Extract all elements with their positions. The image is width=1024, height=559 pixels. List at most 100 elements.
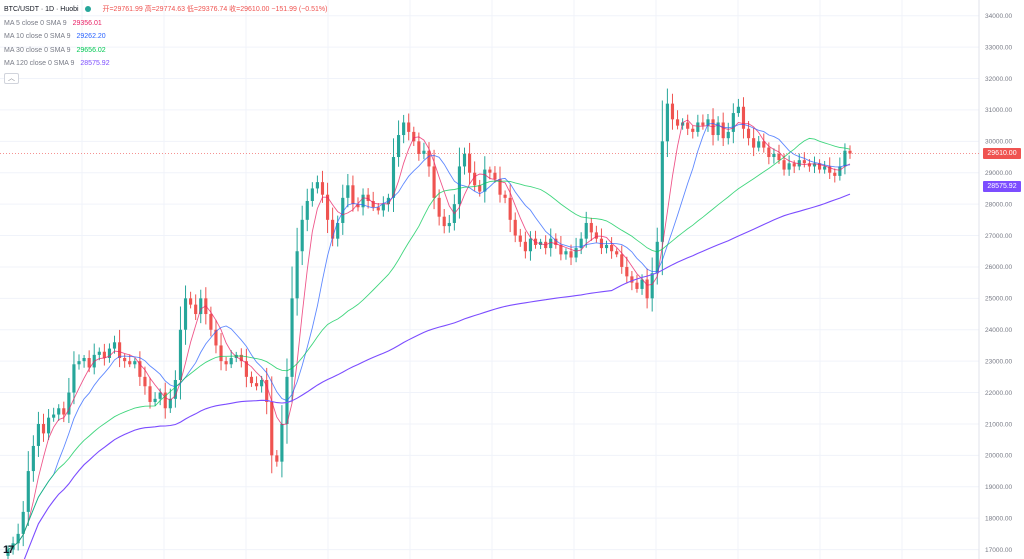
candle-body: [21, 511, 25, 534]
candle-body: [194, 304, 198, 315]
indicator-ma10[interactable]: MA 10 close 0 SMA 9 29262.20: [4, 30, 327, 44]
candle-body: [123, 358, 127, 362]
candle: [706, 113, 710, 132]
candle: [731, 103, 735, 144]
candle-body: [57, 408, 61, 415]
candle-body: [518, 235, 522, 242]
candle: [92, 343, 96, 375]
candle-body: [746, 128, 751, 139]
tradingview-logo[interactable]: 17: [3, 544, 14, 556]
candle: [604, 240, 609, 254]
candle-body: [559, 244, 563, 255]
candle: [564, 248, 568, 260]
indicator-value: 29656.02: [76, 46, 106, 54]
candle-body: [726, 131, 730, 139]
candle: [407, 113, 411, 141]
candle: [47, 409, 51, 440]
candle-body: [148, 386, 152, 402]
indicator-ma120[interactable]: MA 120 close 0 SMA 9 28575.92: [4, 57, 327, 71]
candle: [513, 212, 517, 243]
candle-body: [498, 179, 502, 195]
candle-body: [417, 141, 421, 154]
candle: [528, 231, 533, 261]
candle: [6, 545, 10, 559]
candle: [772, 148, 776, 164]
collapse-legend-button[interactable]: ︿: [4, 72, 19, 84]
indicator-value: 28575.92: [80, 60, 110, 67]
price-axis[interactable]: 17000.00 18000.00 19000.00 20000.00 21000.00…: [985, 13, 1012, 554]
candle: [412, 126, 416, 147]
candle: [153, 392, 157, 407]
candle-body: [650, 273, 654, 299]
candle: [468, 142, 472, 185]
candle-body: [675, 119, 680, 126]
candle: [589, 217, 593, 241]
candle-body: [503, 194, 507, 198]
candle-body: [143, 376, 147, 387]
candle-body: [168, 398, 172, 409]
candle: [391, 138, 396, 212]
candle-body: [356, 204, 360, 208]
y-tick-label: 25000.00: [985, 296, 1012, 303]
candle-body: [483, 169, 487, 192]
candle: [752, 127, 756, 157]
candle: [52, 407, 56, 422]
candle-body: [762, 141, 766, 148]
candle: [402, 114, 406, 144]
candle: [163, 382, 167, 419]
candle: [757, 135, 761, 152]
candles-layer: [6, 88, 852, 559]
candle-body: [823, 166, 827, 170]
candle-body: [564, 251, 568, 255]
candle: [833, 168, 837, 183]
candle-body: [41, 423, 46, 434]
ma30-line: [7, 137, 851, 550]
candle-body: [447, 222, 451, 227]
candle: [599, 228, 604, 255]
candle-body: [118, 342, 122, 359]
candle-body: [757, 141, 761, 148]
candle-body: [112, 342, 117, 349]
candle-body: [325, 194, 330, 220]
candle: [442, 208, 446, 234]
candle-body: [665, 103, 669, 142]
candle: [97, 347, 101, 361]
symbol-title[interactable]: BTC/USDT · 1D · Huobi: [4, 6, 79, 13]
candle-body: [741, 106, 746, 129]
candle-body: [153, 398, 157, 402]
candle: [559, 236, 563, 261]
candle-body: [462, 153, 467, 167]
candle: [118, 329, 122, 368]
candle-body: [254, 383, 259, 387]
indicator-label: MA 10 close 0 SMA 9: [4, 33, 71, 40]
candle: [376, 203, 380, 215]
candle-body: [706, 119, 710, 126]
candle: [57, 404, 61, 421]
candle-body: [777, 153, 781, 161]
candle-body: [6, 549, 10, 556]
candle: [691, 125, 695, 139]
y-tick-label: 26000.00: [985, 264, 1012, 271]
candle-body: [214, 329, 218, 346]
candle: [310, 182, 314, 207]
indicator-ma30[interactable]: MA 30 close 0 SMA 9 29656.02: [4, 44, 327, 58]
candle-body: [361, 194, 365, 208]
candle-body: [432, 166, 436, 198]
candle: [102, 343, 106, 366]
candle: [645, 268, 649, 309]
candle-body: [772, 153, 776, 158]
candle-body: [523, 241, 527, 252]
indicator-ma5[interactable]: MA 5 close 0 SMA 9 29356.01: [4, 17, 327, 31]
y-tick-label: 18000.00: [985, 515, 1012, 522]
candle-body: [336, 222, 340, 239]
candle-body: [87, 358, 91, 368]
y-tick-label: 32000.00: [985, 76, 1012, 83]
candle-body: [229, 358, 233, 365]
candle: [173, 370, 177, 408]
candle-body: [305, 200, 309, 220]
candle-body: [670, 103, 675, 120]
candle: [503, 190, 507, 204]
candle: [138, 351, 142, 386]
symbol-row: BTC/USDT · 1D · Huobi 开=29761.99 高=29774…: [4, 3, 327, 17]
